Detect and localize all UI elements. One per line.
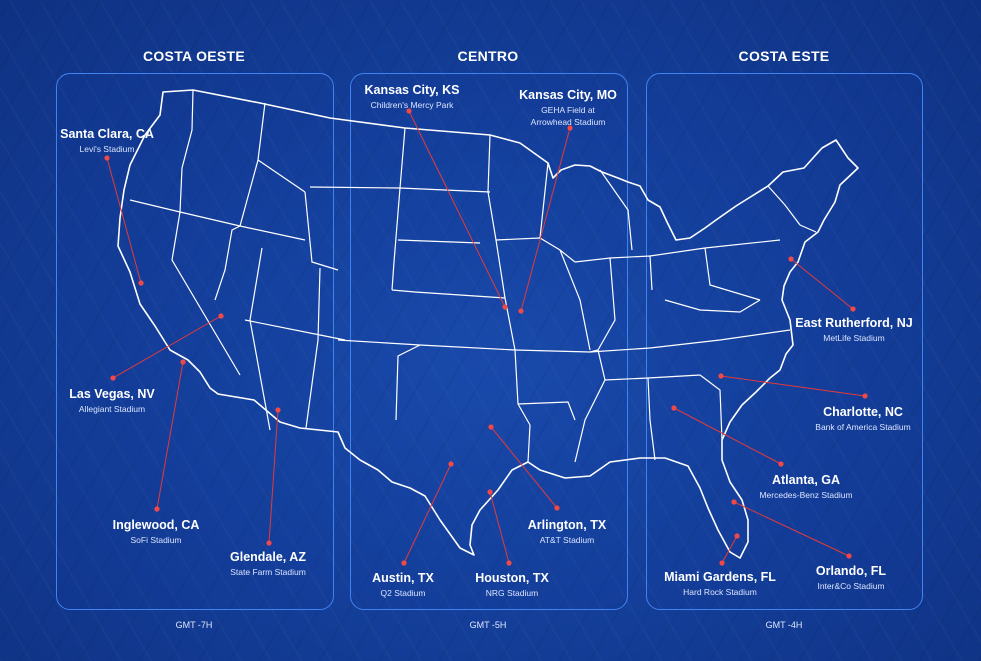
- pin-label-dot-inglewood: [154, 506, 160, 512]
- pin-label-dot-kansas-city-mo: [567, 125, 573, 131]
- venue-label-austin: Austin, TX Q2 Stadium: [318, 571, 488, 599]
- venue-stadium: GEHA Field at Arrowhead Stadium: [530, 105, 606, 127]
- region-box-west: [56, 73, 334, 610]
- pin-dot-austin: [448, 461, 454, 467]
- pin-line-inglewood: [156, 361, 184, 510]
- venue-city: Charlotte, NC: [823, 405, 903, 419]
- venue-city: Glendale, AZ: [230, 550, 306, 564]
- venue-city: Houston, TX: [475, 571, 549, 585]
- pin-dot-east-rutherford: [788, 256, 794, 262]
- pin-dot-arlington: [488, 424, 494, 430]
- venue-label-kansas-city-ks: Kansas City, KS Children's Mercy Park: [327, 83, 497, 111]
- region-title-central: CENTRO: [457, 48, 519, 64]
- venue-city: Arlington, TX: [527, 518, 607, 532]
- pin-dot-santa-clara: [138, 280, 144, 286]
- pin-dot-glendale: [275, 407, 281, 413]
- state-borders: [129, 89, 817, 463]
- venue-label-atlanta: Atlanta, GA Mercedes-Benz Stadium: [721, 473, 891, 501]
- venue-label-santa-clara: Santa Clara, CA Levi's Stadium: [22, 127, 192, 155]
- venue-label-las-vegas: Las Vegas, NV Allegiant Stadium: [27, 387, 197, 415]
- venue-city: East Rutherford, NJ: [795, 316, 913, 330]
- venue-label-arlington: Arlington, TX AT&T Stadium: [482, 518, 652, 546]
- venue-city: Atlanta, GA: [771, 473, 841, 487]
- venue-city: Austin, TX: [372, 571, 434, 585]
- venue-stadium: Mercedes-Benz Stadium: [759, 490, 853, 500]
- venue-label-miami-gardens: Miami Gardens, FL Hard Rock Stadium: [635, 570, 805, 598]
- pin-line-miami-gardens: [721, 535, 738, 564]
- pin-label-dot-charlotte: [862, 393, 868, 399]
- pin-dot-miami-gardens: [734, 533, 740, 539]
- pin-dot-charlotte: [718, 373, 724, 379]
- pin-line-austin: [403, 463, 452, 564]
- venue-stadium: Hard Rock Stadium: [683, 587, 757, 597]
- pin-label-dot-glendale: [266, 540, 272, 546]
- pin-label-dot-santa-clara: [104, 155, 110, 161]
- pin-dot-las-vegas: [218, 313, 224, 319]
- pin-label-dot-kansas-city-ks: [406, 108, 412, 114]
- gmt-east: GMT -4H: [765, 620, 803, 630]
- venue-stadium: Bank of America Stadium: [815, 422, 911, 432]
- pin-label-dot-east-rutherford: [850, 306, 856, 312]
- pin-dot-kansas-city-mo: [518, 308, 524, 314]
- pin-line-orlando: [733, 501, 850, 557]
- venue-label-inglewood: Inglewood, CA SoFi Stadium: [71, 518, 241, 546]
- region-title-west: COSTA OESTE: [142, 48, 246, 64]
- venue-stadium: Levi's Stadium: [79, 144, 135, 154]
- pin-label-dot-atlanta: [778, 461, 784, 467]
- pin-line-kansas-city-ks: [408, 110, 506, 308]
- pin-line-houston: [489, 491, 510, 564]
- pin-line-las-vegas: [112, 315, 222, 379]
- venue-city: Las Vegas, NV: [69, 387, 155, 401]
- venue-label-charlotte: Charlotte, NC Bank of America Stadium: [778, 405, 948, 433]
- pin-line-atlanta: [673, 407, 782, 465]
- pin-dot-inglewood: [180, 359, 186, 365]
- pin-line-charlotte: [720, 375, 866, 397]
- pin-dot-atlanta: [671, 405, 677, 411]
- pin-label-dot-miami-gardens: [719, 560, 725, 566]
- venue-city: Orlando, FL: [815, 564, 887, 578]
- pin-dot-orlando: [731, 499, 737, 505]
- venue-stadium: State Farm Stadium: [230, 567, 306, 577]
- pin-label-dot-orlando: [846, 553, 852, 559]
- gmt-west: GMT -7H: [175, 620, 213, 630]
- venue-label-kansas-city-mo: Kansas City, MO GEHA Field at Arrowhead …: [483, 88, 653, 128]
- pin-line-glendale: [268, 409, 279, 544]
- venue-label-orlando: Orlando, FL Inter&Co Stadium: [766, 564, 936, 592]
- venue-stadium: Q2 Stadium: [380, 588, 426, 598]
- venue-stadium: Inter&Co Stadium: [817, 581, 885, 591]
- venue-stadium: MetLife Stadium: [823, 333, 885, 343]
- region-box-east: [646, 73, 923, 610]
- venue-city: Inglewood, CA: [112, 518, 200, 532]
- pin-label-dot-austin: [401, 560, 407, 566]
- venue-city: Santa Clara, CA: [60, 127, 154, 141]
- venue-label-glendale: Glendale, AZ State Farm Stadium: [183, 550, 353, 578]
- venue-stadium: SoFi Stadium: [130, 535, 182, 545]
- pin-line-santa-clara: [106, 157, 142, 284]
- pin-dot-kansas-city-ks: [502, 304, 508, 310]
- pin-label-dot-las-vegas: [110, 375, 116, 381]
- venue-city: Kansas City, KS: [364, 83, 460, 97]
- venue-label-houston: Houston, TX NRG Stadium: [427, 571, 597, 599]
- venue-stadium: AT&T Stadium: [539, 535, 595, 545]
- venue-city: Kansas City, MO: [519, 88, 617, 102]
- us-outline: [117, 89, 859, 559]
- venue-stadium: Children's Mercy Park: [370, 100, 454, 110]
- gmt-central: GMT -5H: [469, 620, 507, 630]
- region-title-east: COSTA ESTE: [738, 48, 830, 64]
- pin-label-dot-houston: [506, 560, 512, 566]
- pin-line-arlington: [490, 426, 558, 509]
- pin-label-dot-arlington: [554, 505, 560, 511]
- venue-city: Miami Gardens, FL: [664, 570, 776, 584]
- pin-dot-houston: [487, 489, 493, 495]
- pin-line-east-rutherford: [790, 258, 854, 310]
- venue-stadium: NRG Stadium: [485, 588, 539, 598]
- venue-stadium: Allegiant Stadium: [78, 404, 146, 414]
- pin-line-kansas-city-mo: [520, 127, 571, 312]
- venue-label-east-rutherford: East Rutherford, NJ MetLife Stadium: [769, 316, 939, 344]
